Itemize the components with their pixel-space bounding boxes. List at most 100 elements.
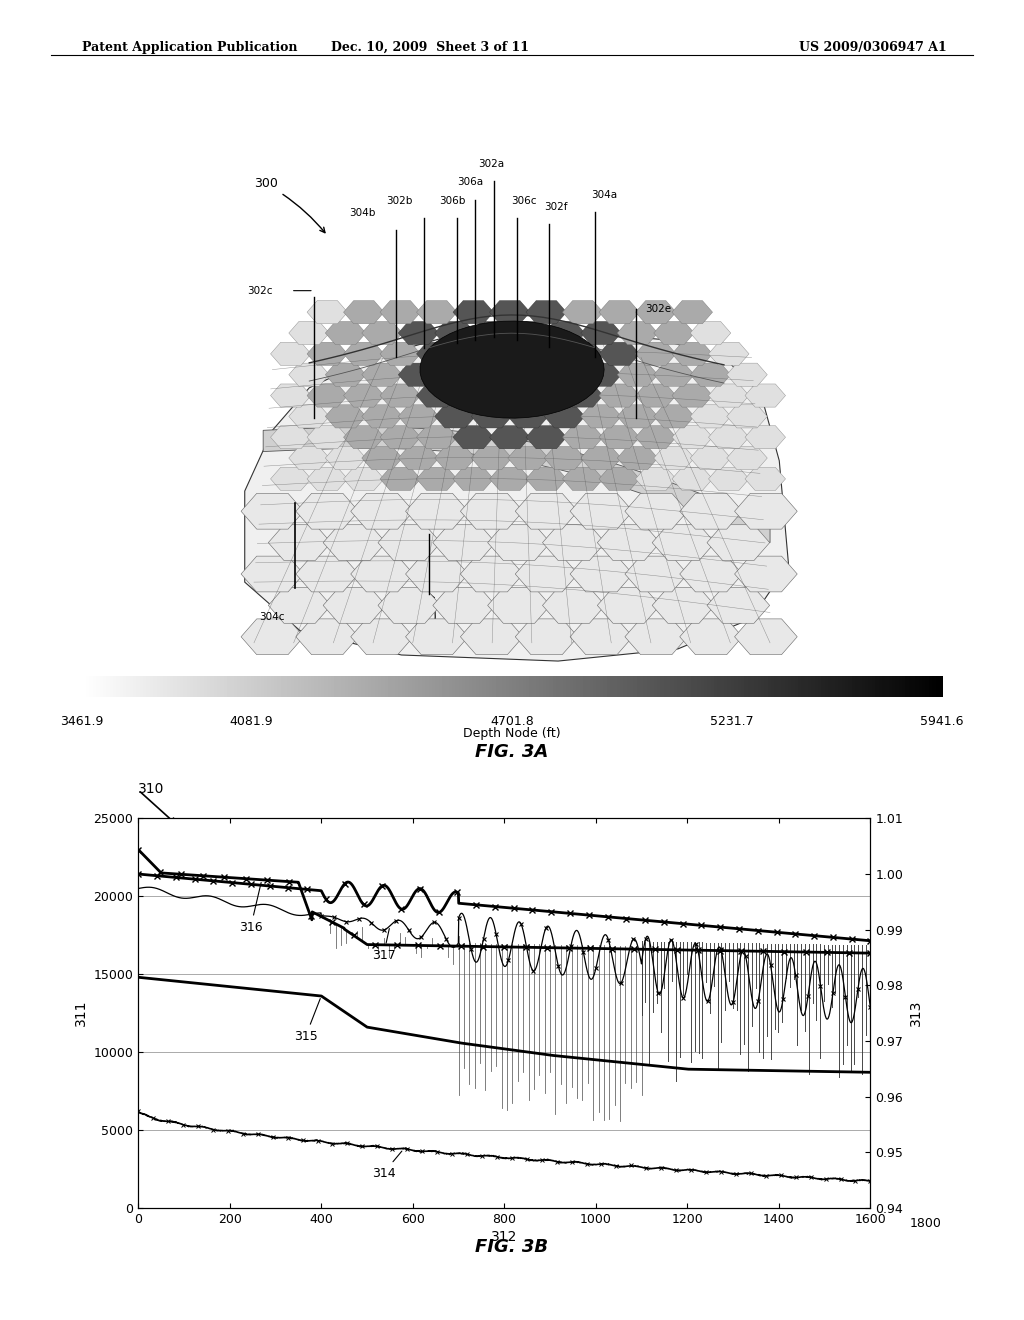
Polygon shape <box>380 384 421 407</box>
Text: US 2009/0306947 A1: US 2009/0306947 A1 <box>799 41 946 54</box>
Polygon shape <box>545 405 585 428</box>
Polygon shape <box>270 384 311 407</box>
Text: 4081.9: 4081.9 <box>229 715 272 729</box>
Polygon shape <box>487 587 550 623</box>
Polygon shape <box>350 619 414 655</box>
Polygon shape <box>734 619 798 655</box>
Polygon shape <box>672 301 713 323</box>
Text: Patent Application Publication: Patent Application Publication <box>82 41 297 54</box>
Text: 304c: 304c <box>260 612 285 623</box>
Polygon shape <box>508 322 548 345</box>
Polygon shape <box>581 322 622 345</box>
Polygon shape <box>636 342 676 366</box>
Text: 302f: 302f <box>545 202 568 211</box>
Polygon shape <box>543 587 605 623</box>
Polygon shape <box>378 525 440 561</box>
Polygon shape <box>417 301 457 323</box>
Polygon shape <box>562 425 603 449</box>
Polygon shape <box>653 446 694 470</box>
Polygon shape <box>406 494 468 529</box>
Polygon shape <box>417 384 457 407</box>
Polygon shape <box>690 405 731 428</box>
Text: 316: 316 <box>239 883 262 933</box>
Polygon shape <box>245 327 788 661</box>
Polygon shape <box>343 384 384 407</box>
Polygon shape <box>461 619 523 655</box>
Polygon shape <box>652 525 715 561</box>
Polygon shape <box>599 301 640 323</box>
Polygon shape <box>378 587 440 623</box>
Polygon shape <box>515 556 578 591</box>
Polygon shape <box>471 322 512 345</box>
Polygon shape <box>727 446 767 470</box>
Polygon shape <box>380 425 421 449</box>
Polygon shape <box>406 556 468 591</box>
Text: 317: 317 <box>372 928 395 961</box>
Polygon shape <box>570 619 633 655</box>
Text: 302e: 302e <box>646 304 672 314</box>
Polygon shape <box>420 321 604 418</box>
Polygon shape <box>435 322 475 345</box>
Polygon shape <box>727 363 767 387</box>
Polygon shape <box>489 467 530 491</box>
Text: FIG. 3B: FIG. 3B <box>475 1238 549 1257</box>
Polygon shape <box>380 467 421 491</box>
Polygon shape <box>636 467 676 491</box>
Text: FIG. 3A: FIG. 3A <box>475 743 549 762</box>
Polygon shape <box>296 556 358 591</box>
Text: 1800: 1800 <box>909 1217 941 1230</box>
Polygon shape <box>581 446 622 470</box>
Polygon shape <box>361 405 402 428</box>
Polygon shape <box>435 363 475 387</box>
Polygon shape <box>270 425 311 449</box>
Polygon shape <box>526 384 566 407</box>
Polygon shape <box>734 494 798 529</box>
Polygon shape <box>745 425 785 449</box>
Polygon shape <box>508 446 548 470</box>
Polygon shape <box>417 342 457 366</box>
Polygon shape <box>690 322 731 345</box>
Polygon shape <box>672 342 713 366</box>
Polygon shape <box>570 494 633 529</box>
Polygon shape <box>453 342 494 366</box>
Text: 304a: 304a <box>591 190 617 199</box>
Polygon shape <box>380 342 421 366</box>
Polygon shape <box>690 446 731 470</box>
Polygon shape <box>268 525 331 561</box>
Polygon shape <box>453 467 494 491</box>
Polygon shape <box>326 363 366 387</box>
Polygon shape <box>270 342 311 366</box>
Polygon shape <box>453 384 494 407</box>
Polygon shape <box>489 384 530 407</box>
Text: 302a: 302a <box>478 160 504 169</box>
Polygon shape <box>745 384 785 407</box>
Polygon shape <box>597 587 660 623</box>
Polygon shape <box>599 425 640 449</box>
Polygon shape <box>270 467 311 491</box>
Text: 314: 314 <box>372 1151 401 1180</box>
Polygon shape <box>489 425 530 449</box>
Polygon shape <box>652 587 715 623</box>
Polygon shape <box>581 363 622 387</box>
Polygon shape <box>562 384 603 407</box>
Text: Depth Node (ft): Depth Node (ft) <box>463 727 561 741</box>
Polygon shape <box>690 363 731 387</box>
Polygon shape <box>680 494 742 529</box>
Polygon shape <box>625 556 687 591</box>
Polygon shape <box>617 405 657 428</box>
Polygon shape <box>526 301 566 323</box>
Polygon shape <box>435 405 475 428</box>
Polygon shape <box>515 494 578 529</box>
Polygon shape <box>625 494 687 529</box>
Text: 300: 300 <box>254 177 325 232</box>
Polygon shape <box>307 467 347 491</box>
Polygon shape <box>324 587 386 623</box>
Polygon shape <box>307 384 347 407</box>
Polygon shape <box>709 425 749 449</box>
Polygon shape <box>545 322 585 345</box>
Polygon shape <box>241 556 304 591</box>
Polygon shape <box>406 619 468 655</box>
Polygon shape <box>653 405 694 428</box>
Polygon shape <box>324 525 386 561</box>
Polygon shape <box>707 525 770 561</box>
